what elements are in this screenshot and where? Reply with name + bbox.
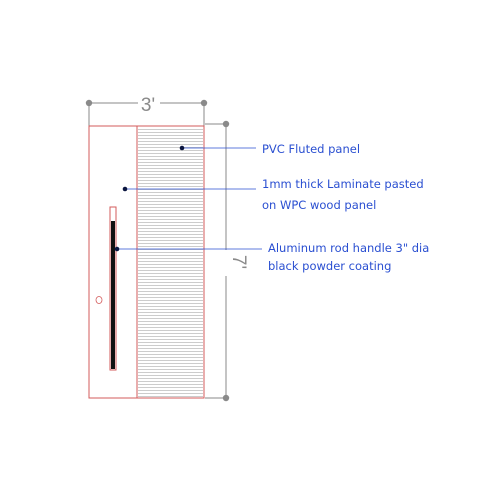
callout-line: PVC Fluted panel (262, 142, 360, 156)
leader-dot (114, 246, 120, 252)
callout-line: on WPC wood panel (262, 198, 376, 212)
width-dimension: 3' (85, 94, 208, 126)
height-dimension: 7' (205, 120, 249, 402)
lock-keyhole-icon (95, 296, 103, 304)
leader-lines (114, 145, 262, 252)
aluminum-rod-handle (109, 206, 117, 371)
callout-laminate: 1mm thick Laminate pasted on WPC wood pa… (262, 177, 427, 212)
leader-dot (179, 145, 185, 151)
flute-lines (138, 129, 203, 397)
dimension-end-dot (222, 120, 230, 128)
dimension-end-dot (222, 394, 230, 402)
height-dimension-label: 7' (228, 255, 249, 269)
callout-line: Aluminum rod handle 3" dia (268, 241, 429, 255)
leader-dot (122, 186, 128, 192)
width-dimension-label: 3' (141, 95, 155, 116)
callout-line: black powder coating (268, 259, 391, 273)
fluted-panel (136, 125, 205, 399)
dimension-end-dot (200, 99, 208, 107)
dimension-end-dot (85, 99, 93, 107)
callout-handle: Aluminum rod handle 3" dia black powder … (268, 241, 433, 273)
callout-line: 1mm thick Laminate pasted (262, 177, 424, 191)
callout-pvc-fluted-panel: PVC Fluted panel (262, 142, 360, 156)
